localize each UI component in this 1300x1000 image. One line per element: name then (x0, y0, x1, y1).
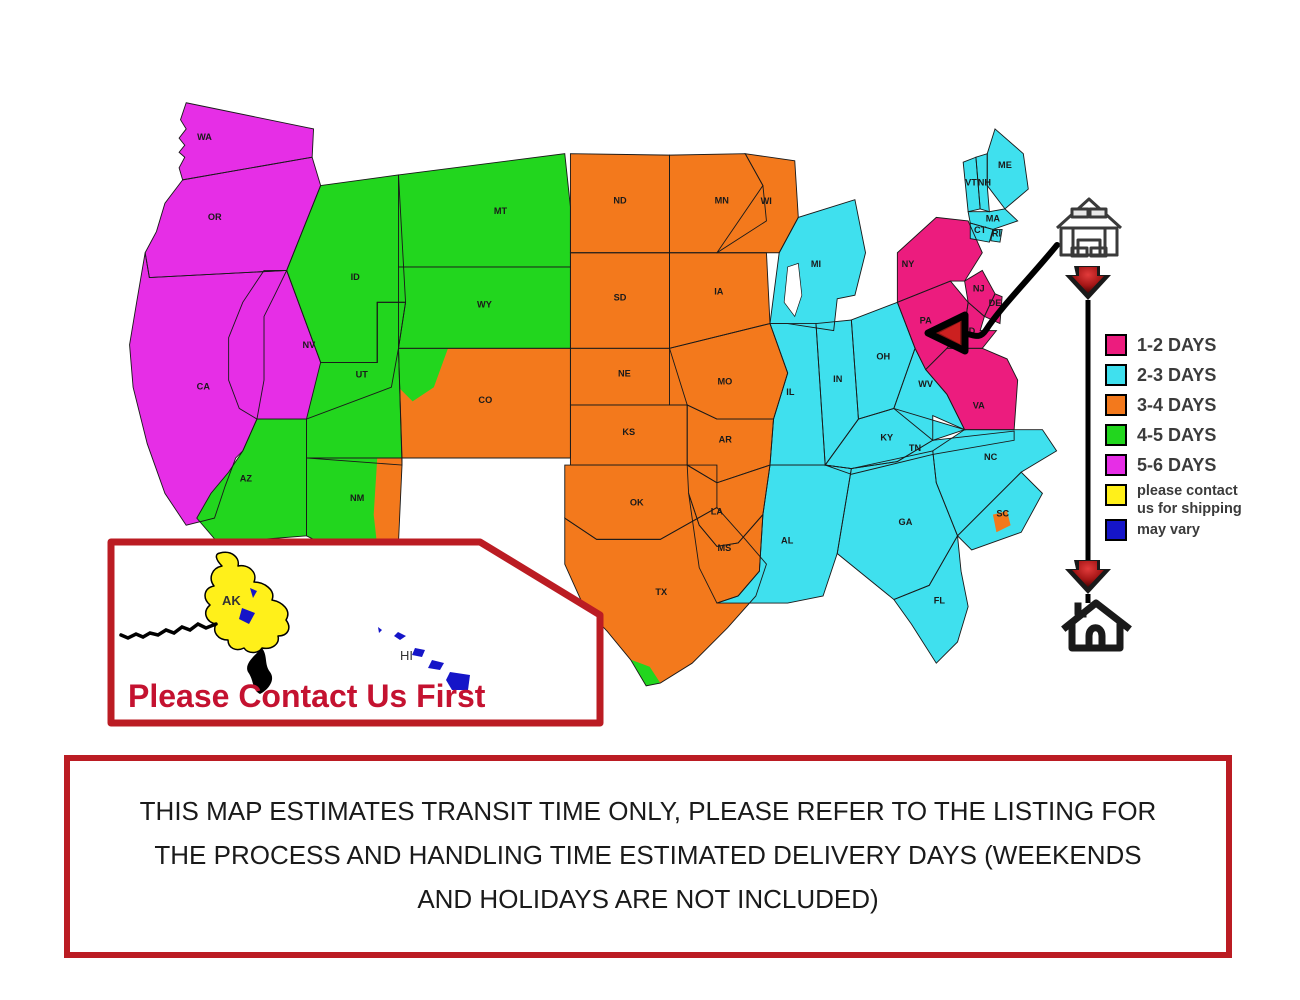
svg-text:OH: OH (876, 352, 890, 362)
svg-text:IN: IN (833, 374, 843, 384)
svg-text:AZ: AZ (240, 473, 253, 483)
svg-text:IA: IA (714, 286, 724, 296)
svg-text:OR: OR (208, 212, 222, 222)
svg-text:KY: KY (880, 432, 893, 442)
svg-text:ND: ND (613, 196, 627, 206)
svg-text:WA: WA (197, 132, 212, 142)
svg-text:KS: KS (622, 427, 635, 437)
svg-text:ME: ME (998, 160, 1012, 170)
svg-text:SD: SD (614, 293, 627, 303)
svg-text:FL: FL (934, 595, 946, 605)
svg-text:NV: NV (302, 340, 316, 350)
svg-text:MO: MO (717, 377, 732, 387)
svg-text:RI: RI (992, 228, 1001, 238)
svg-text:AL: AL (781, 536, 794, 546)
svg-text:WI: WI (761, 196, 772, 206)
svg-text:NY: NY (902, 259, 915, 269)
svg-text:MN: MN (715, 195, 730, 205)
svg-text:IL: IL (786, 387, 795, 397)
svg-text:MD: MD (961, 326, 976, 336)
svg-text:NH: NH (978, 178, 992, 188)
svg-text:MI: MI (811, 259, 821, 269)
svg-text:NJ: NJ (973, 284, 985, 294)
svg-text:VT: VT (965, 178, 977, 188)
svg-text:MA: MA (986, 214, 1001, 224)
svg-text:MT: MT (494, 206, 508, 216)
svg-text:WY: WY (477, 300, 492, 310)
svg-text:VA: VA (973, 400, 985, 410)
svg-text:CT: CT (974, 225, 987, 235)
svg-text:SC: SC (996, 509, 1009, 519)
svg-text:NC: NC (984, 452, 998, 462)
svg-text:GA: GA (899, 517, 913, 527)
svg-text:LA: LA (711, 507, 724, 517)
svg-text:ID: ID (351, 272, 361, 282)
svg-text:UT: UT (356, 369, 369, 379)
svg-text:WV: WV (918, 379, 934, 389)
svg-text:OK: OK (630, 498, 644, 508)
svg-text:TN: TN (909, 443, 922, 453)
svg-text:NM: NM (350, 493, 365, 503)
svg-text:NE: NE (618, 369, 631, 379)
svg-text:PA: PA (920, 316, 932, 326)
svg-text:TX: TX (655, 587, 668, 597)
svg-text:CO: CO (478, 395, 492, 405)
svg-text:CA: CA (197, 382, 211, 392)
svg-text:AR: AR (719, 435, 733, 445)
svg-text:MS: MS (717, 543, 731, 553)
svg-text:DE: DE (989, 298, 1002, 308)
